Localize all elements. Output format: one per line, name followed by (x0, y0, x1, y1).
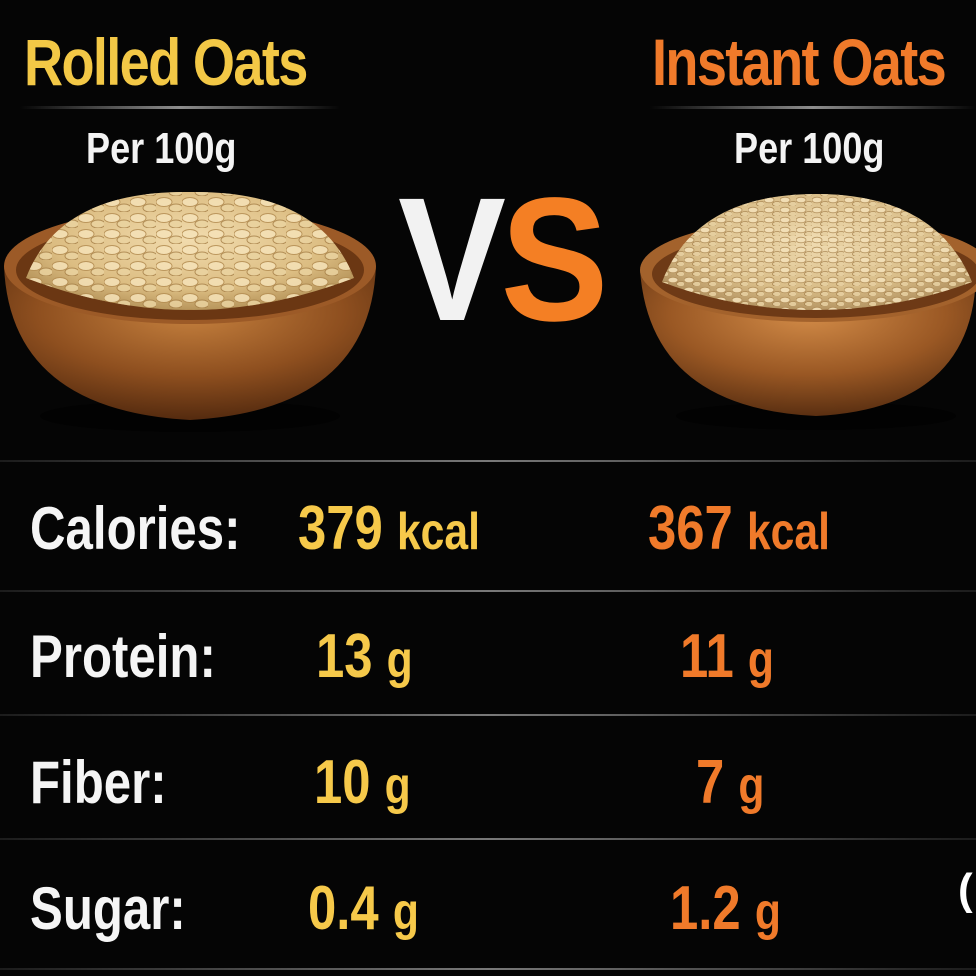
rolled-fiber-number: 10 (314, 748, 371, 817)
rolled-oats-title-underline (20, 106, 340, 109)
instant-fiber-number: 7 (696, 748, 725, 817)
rolled-sugar-unit: g (392, 883, 419, 941)
rolled-calories-number: 379 (298, 494, 383, 563)
instant-calories-number: 367 (648, 494, 733, 563)
rolled-oats-serving: Per 100g (86, 124, 237, 173)
instant-oats-title-underline (650, 106, 976, 109)
row-label-sugar: Sugar: (30, 875, 186, 942)
rolled-protein-value: 13 g (316, 622, 413, 695)
rolled-fiber-unit: g (384, 757, 411, 815)
instant-oats-bowl-icon (640, 194, 976, 430)
instant-oats-serving: Per 100g (734, 124, 885, 173)
rolled-oats-bowl-icon (4, 191, 376, 432)
instant-protein-unit: g (747, 631, 774, 689)
rolled-protein-number: 13 (316, 622, 373, 691)
rolled-fiber-value: 10 g (314, 748, 411, 821)
instant-protein-value: 11 g (680, 622, 774, 695)
row-label-calories: Calories: (30, 495, 241, 562)
rolled-oats-title: Rolled Oats (24, 25, 308, 99)
instant-oats-title: Instant Oats (652, 25, 947, 99)
versus-s: S (500, 162, 608, 358)
table-divider-1 (0, 590, 976, 592)
rolled-calories-unit: kcal (396, 503, 480, 561)
instant-calories-value: 367 kcal (648, 494, 830, 567)
instant-sugar-unit: g (754, 883, 781, 941)
instant-fiber-value: 7 g (696, 748, 764, 821)
table-divider-bottom (0, 968, 976, 970)
table-divider-top (0, 460, 976, 462)
versus-mark: VS (398, 170, 608, 350)
instant-calories-unit: kcal (746, 503, 830, 561)
versus-v: V (398, 162, 506, 358)
rolled-protein-unit: g (386, 631, 413, 689)
row-label-protein: Protein: (30, 623, 216, 690)
row-label-fiber: Fiber: (30, 749, 167, 816)
instant-sugar-number: 1.2 (670, 874, 741, 943)
cropped-edge-text: ( (958, 865, 973, 914)
rolled-sugar-value: 0.4 g (308, 874, 419, 947)
instant-oats-bowl-image (636, 186, 976, 436)
table-divider-2 (0, 714, 976, 716)
rolled-sugar-number: 0.4 (308, 874, 379, 943)
rolled-calories-value: 379 kcal (298, 494, 480, 567)
table-divider-3 (0, 838, 976, 840)
instant-sugar-value: 1.2 g (670, 874, 781, 947)
instant-protein-number: 11 (680, 622, 734, 691)
instant-fiber-unit: g (738, 757, 765, 815)
rolled-oats-bowl-image (0, 180, 380, 440)
